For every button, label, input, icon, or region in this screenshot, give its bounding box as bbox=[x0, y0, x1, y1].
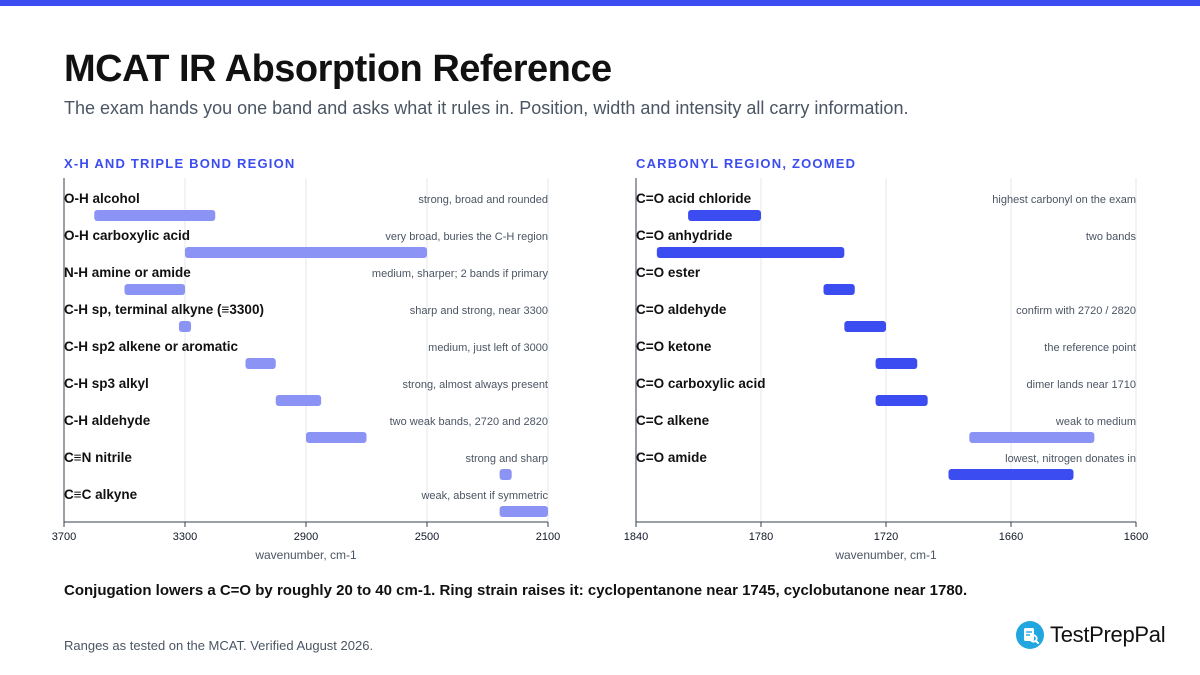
x-tick-label: 1660 bbox=[999, 531, 1023, 543]
top-accent-bar bbox=[0, 0, 1200, 6]
band-note: strong, almost always present bbox=[402, 379, 548, 391]
band-bar bbox=[124, 284, 185, 295]
band-row: N-H amine or amide medium, sharper; 2 ban… bbox=[64, 265, 548, 295]
band-bar bbox=[499, 469, 512, 480]
plot-area: 1840 1780 1720 1660 1600 wavenumber, cm-1 bbox=[624, 178, 1148, 562]
x-tick-label: 3300 bbox=[173, 531, 197, 543]
band-note: highest carbonyl on the exam bbox=[992, 194, 1136, 206]
band-label: C=O amide bbox=[636, 450, 707, 465]
band-label: C-H sp3 alkyl bbox=[64, 376, 149, 391]
band-note: the reference point bbox=[1044, 342, 1136, 354]
band-label: C-H aldehyde bbox=[64, 413, 151, 428]
band-note: two weak bands, 2720 and 2820 bbox=[390, 416, 548, 428]
x-tick-label: 1840 bbox=[624, 531, 648, 543]
band-row: C=O anhydride two bands bbox=[636, 228, 1136, 258]
band-bar bbox=[306, 432, 367, 443]
conjugation-footnote: Conjugation lowers a C=O by roughly 20 t… bbox=[64, 582, 968, 599]
band-note: medium, sharper; 2 bands if primary bbox=[372, 268, 549, 280]
band-label: C=O anhydride bbox=[636, 228, 733, 243]
band-label: C=C alkene bbox=[636, 413, 710, 428]
band-row: O-H alcohol strong, broad and rounded bbox=[64, 191, 548, 221]
x-tick-label: 1600 bbox=[1124, 531, 1148, 543]
band-bar bbox=[844, 321, 886, 332]
page-subtitle: The exam hands you one band and asks wha… bbox=[64, 98, 909, 118]
band-row: C=O acid chloride highest carbonyl on the… bbox=[636, 191, 1136, 221]
band-label: C=O aldehyde bbox=[636, 302, 727, 317]
band-note: confirm with 2720 / 2820 bbox=[1016, 305, 1136, 317]
band-label: O-H alcohol bbox=[64, 191, 140, 206]
band-row: C-H sp, terminal alkyne (≡3300) sharp and… bbox=[64, 302, 548, 332]
band-bar bbox=[875, 358, 918, 369]
band-label: C=O ester bbox=[636, 265, 701, 280]
band-note: very broad, buries the C-H region bbox=[385, 231, 548, 243]
x-tick-label: 3700 bbox=[52, 531, 76, 543]
right-panel-title: CARBONYL REGION, ZOOMED bbox=[636, 156, 857, 171]
band-label: C=O ketone bbox=[636, 339, 712, 354]
band-row: C=O amide lowest, nitrogen donates in bbox=[636, 450, 1136, 480]
page-title: MCAT IR Absorption Reference bbox=[64, 48, 612, 90]
x-tick-label: 1720 bbox=[874, 531, 898, 543]
x-axis-label: wavenumber, cm-1 bbox=[834, 548, 937, 562]
band-row: C-H sp2 alkene or aromatic medium, just l… bbox=[64, 339, 548, 369]
band-bar bbox=[948, 469, 1074, 480]
band-label: N-H amine or amide bbox=[64, 265, 191, 280]
band-label: O-H carboxylic acid bbox=[64, 228, 190, 243]
band-row: C=C alkene weak to medium bbox=[636, 413, 1136, 443]
left-panel-title: X-H AND TRIPLE BOND REGION bbox=[64, 156, 296, 171]
band-bar bbox=[499, 506, 548, 517]
x-tick-label: 2900 bbox=[294, 531, 318, 543]
x-tick-label: 2100 bbox=[536, 531, 560, 543]
band-note: medium, just left of 3000 bbox=[428, 342, 548, 354]
band-note: sharp and strong, near 3300 bbox=[410, 305, 548, 317]
band-bar bbox=[178, 321, 192, 332]
band-row: O-H carboxylic acid very broad, buries th… bbox=[64, 228, 548, 258]
plot-area: 3700 3300 2900 2500 2100 wavenumber, cm-1 bbox=[52, 178, 560, 562]
band-note: strong and sharp bbox=[465, 453, 548, 465]
band-label: C≡N nitrile bbox=[64, 450, 132, 465]
band-note: weak to medium bbox=[1055, 416, 1136, 428]
band-row: C=O aldehyde confirm with 2720 / 2820 bbox=[636, 302, 1136, 332]
band-bar bbox=[656, 247, 845, 258]
band-bar bbox=[823, 284, 855, 295]
band-bar bbox=[94, 210, 216, 221]
band-note: weak, absent if symmetric bbox=[420, 490, 548, 502]
band-row: C-H aldehyde two weak bands, 2720 and 282… bbox=[64, 413, 548, 443]
band-bar bbox=[245, 358, 276, 369]
brand-logo: TestPrepPal bbox=[1016, 620, 1166, 650]
brand-name: TestPrepPal bbox=[1050, 622, 1166, 647]
x-tick-label: 2500 bbox=[415, 531, 439, 543]
book-magnifier-icon bbox=[1016, 621, 1044, 649]
band-note: lowest, nitrogen donates in bbox=[1005, 453, 1136, 465]
source-note: Ranges as tested on the MCAT. Verified A… bbox=[64, 638, 374, 653]
band-note: strong, broad and rounded bbox=[418, 194, 548, 206]
band-bar bbox=[185, 247, 427, 258]
x-tick-label: 1780 bbox=[749, 531, 773, 543]
band-note: two bands bbox=[1086, 231, 1137, 243]
band-label: C-H sp2 alkene or aromatic bbox=[64, 339, 239, 354]
band-label: C=O carboxylic acid bbox=[636, 376, 765, 391]
band-row: C=O ester bbox=[636, 265, 855, 295]
band-note: dimer lands near 1710 bbox=[1027, 379, 1136, 391]
band-bar bbox=[275, 395, 322, 406]
band-bar bbox=[969, 432, 1095, 443]
band-label: C=O acid chloride bbox=[636, 191, 752, 206]
band-row: C=O ketone the reference point bbox=[636, 339, 1136, 369]
band-row: C≡C alkyne weak, absent if symmetric bbox=[64, 487, 548, 517]
band-bar bbox=[875, 395, 928, 406]
band-bar bbox=[688, 210, 761, 221]
band-label: C≡C alkyne bbox=[64, 487, 138, 502]
band-row: C-H sp3 alkyl strong, almost always prese… bbox=[64, 376, 548, 406]
x-axis-label: wavenumber, cm-1 bbox=[254, 548, 357, 562]
band-row: C=O carboxylic acid dimer lands near 1710 bbox=[636, 376, 1136, 406]
band-row: C≡N nitrile strong and sharp bbox=[64, 450, 548, 480]
band-label: C-H sp, terminal alkyne (≡3300) bbox=[64, 302, 264, 317]
